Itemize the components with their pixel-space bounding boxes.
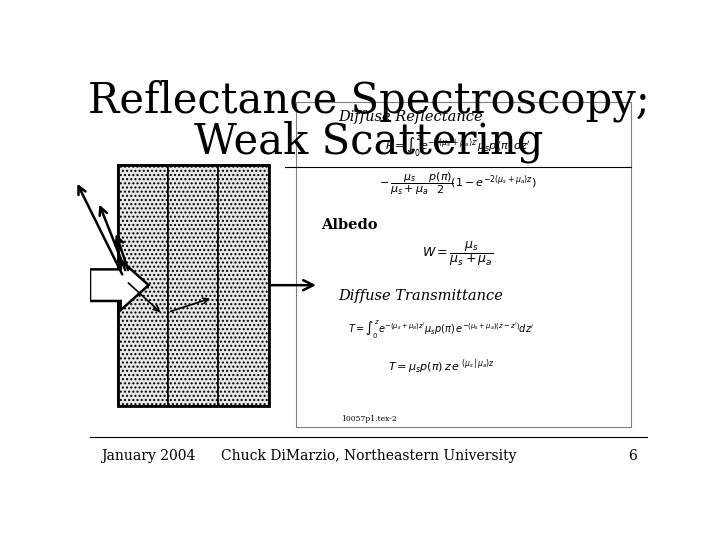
Text: January 2004: January 2004 [101,449,196,463]
Text: Chuck DiMarzio, Northeastern University: Chuck DiMarzio, Northeastern University [221,449,517,463]
Text: $R = \int_0^{z} e^{-2(\mu_s+\mu_a)z^{\prime}} \mu_s p(\pi)\, dz^{\prime}$: $R = \int_0^{z} e^{-2(\mu_s+\mu_a)z^{\pr… [385,133,531,159]
Polygon shape [90,260,148,310]
Bar [168,165,218,406]
Text: $W = \dfrac{\mu_s}{\mu_s+\mu_a}$: $W = \dfrac{\mu_s}{\mu_s+\mu_a}$ [423,240,494,268]
Text: Diffuse Transmittance: Diffuse Transmittance [338,288,503,302]
Bar [218,165,269,406]
Text: Diffuse Reflectance: Diffuse Reflectance [338,110,483,124]
Text: Albedo: Albedo [322,218,378,232]
Text: $T = \mu_s p(\pi)\, z\, e^{\;(\mu_s\,|\,\mu_a)z}$: $T = \mu_s p(\pi)\, z\, e^{\;(\mu_s\,|\,… [388,357,495,375]
Bar [297,102,631,427]
Text: 6: 6 [628,449,637,463]
Text: Weak Scattering: Weak Scattering [194,121,544,164]
Text: 10057p1.tex-2: 10057p1.tex-2 [341,415,397,423]
Text: $-\,\dfrac{\mu_s}{\mu_s+\mu_a}\dfrac{p(\pi)}{2}\!\left(1-e^{-2(\mu_s+\mu_a)z}\ri: $-\,\dfrac{\mu_s}{\mu_s+\mu_a}\dfrac{p(\… [379,170,537,197]
Bar [118,165,168,406]
Bar [118,165,269,406]
Text: Reflectance Spectroscopy;: Reflectance Spectroscopy; [88,79,650,122]
Text: $T = \int_0^{z} e^{-(\mu_s+\mu_a)z^{\prime}} \mu_s p(\pi)\,e^{-(\mu_s+\mu_a)(z-z: $T = \int_0^{z} e^{-(\mu_s+\mu_a)z^{\pri… [348,319,535,341]
